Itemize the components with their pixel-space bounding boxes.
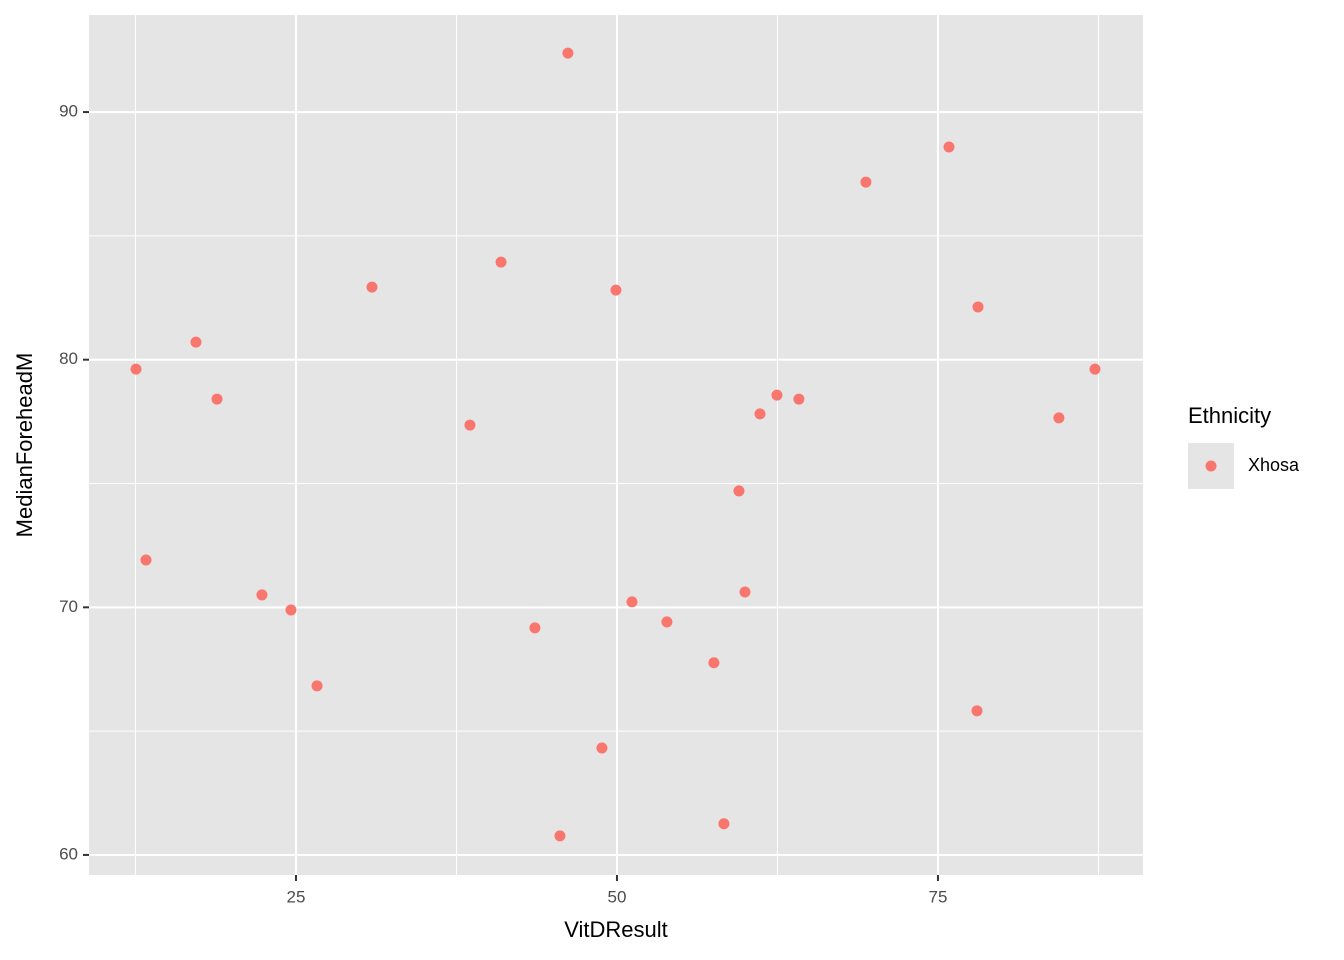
point <box>285 604 297 616</box>
point <box>596 742 608 754</box>
point <box>311 680 323 692</box>
point <box>211 393 223 405</box>
point <box>943 141 955 153</box>
legend-marker <box>1205 460 1217 472</box>
y-tick-label: 70 <box>59 597 78 616</box>
point <box>739 586 751 598</box>
point <box>733 485 745 497</box>
point <box>971 705 983 717</box>
point <box>464 419 476 431</box>
point <box>366 281 378 293</box>
y-axis-title: MedianForeheadM <box>12 353 37 538</box>
point <box>793 393 805 405</box>
point <box>708 657 720 669</box>
x-axis-title: VitDResult <box>564 917 668 942</box>
point <box>626 596 638 608</box>
y-tick-label: 80 <box>59 349 78 368</box>
point <box>754 408 766 420</box>
point <box>495 256 507 268</box>
point <box>1089 363 1101 375</box>
point <box>1053 412 1065 424</box>
point <box>130 363 142 375</box>
legend-title: Ethnicity <box>1188 403 1271 428</box>
point <box>554 830 566 842</box>
point <box>190 336 202 348</box>
point <box>718 818 730 830</box>
point <box>661 616 673 628</box>
point <box>529 622 541 634</box>
point <box>771 389 783 401</box>
point <box>140 554 152 566</box>
y-tick-label: 60 <box>59 844 78 863</box>
x-tick-label: 25 <box>287 887 306 906</box>
point <box>972 301 984 313</box>
y-tick-label: 90 <box>59 102 78 121</box>
point <box>860 176 872 188</box>
point <box>610 284 622 296</box>
point <box>562 47 574 59</box>
legend-label: Xhosa <box>1248 455 1300 475</box>
point <box>256 589 268 601</box>
x-tick-label: 50 <box>608 887 627 906</box>
x-tick-label: 75 <box>928 887 947 906</box>
